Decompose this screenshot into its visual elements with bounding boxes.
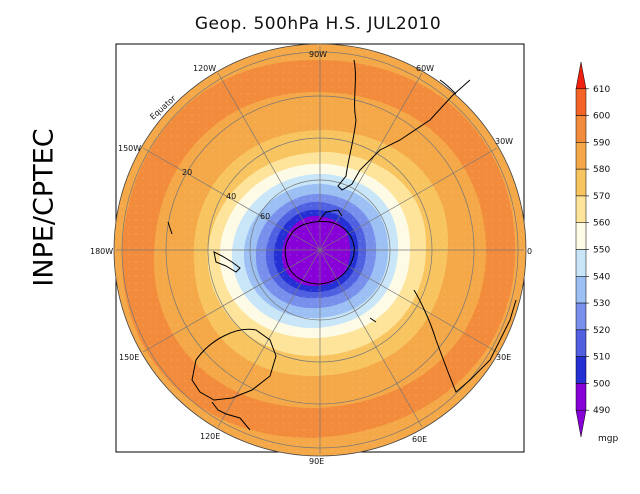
label-120e: 120E xyxy=(200,432,220,441)
coastline-australia xyxy=(191,328,277,401)
coastline-south-america-north xyxy=(439,79,457,95)
colorbar-label: 510 xyxy=(593,353,610,363)
colorbar-swatch xyxy=(575,302,587,331)
colorbar-swatch xyxy=(575,195,587,223)
colorbar-swatch xyxy=(575,168,587,197)
colorbar-swatch xyxy=(575,88,587,116)
coastlines xyxy=(167,59,517,431)
coastline-pacific-islands xyxy=(167,221,173,235)
colorbar-swatch xyxy=(575,115,587,143)
meridian-lines xyxy=(116,46,524,454)
meridian-60e xyxy=(319,249,423,428)
meridian-120e xyxy=(217,249,321,428)
coastline-antarctic-peninsula xyxy=(317,209,343,223)
label-lat-40: 40 xyxy=(226,192,236,201)
label-150e: 150E xyxy=(119,353,139,362)
colorbar-swatch xyxy=(575,276,587,304)
meridian-150e xyxy=(142,249,321,353)
colorbar-label: 560 xyxy=(593,219,610,229)
coastline-africa xyxy=(413,289,517,393)
colorbar-label: 540 xyxy=(593,272,610,282)
label-60e: 60E xyxy=(412,435,427,444)
map-title: Geop. 500hPa H.S. JUL2010 xyxy=(194,14,442,34)
colorbar-label: 500 xyxy=(593,379,610,389)
colorbar-label: 520 xyxy=(593,326,610,336)
colorbar-label: 490 xyxy=(593,406,610,416)
label-60w: 60W xyxy=(416,64,434,73)
colorbar-swatch xyxy=(575,329,587,357)
label-30w: 30W xyxy=(495,137,513,146)
colorbar-swatch xyxy=(575,249,587,277)
meridian-30w xyxy=(319,147,498,251)
colorbar-label: 550 xyxy=(593,246,610,256)
label-30e: 30E xyxy=(496,353,511,362)
colorbar-label: 570 xyxy=(593,192,610,202)
colorbar-label: 600 xyxy=(593,112,610,122)
label-150w: 150W xyxy=(118,144,141,153)
colorbar: 610 600 590 580 570 560 550 540 530 520 510 500 490 xyxy=(575,61,610,438)
colorbar-unit: mgp xyxy=(598,434,618,444)
map-boundary xyxy=(113,43,527,457)
label-0: 0 xyxy=(527,247,532,256)
longitude-labels: 90W 60W 30W 0 30E 60E 90E 120E 150E 180W… xyxy=(90,50,532,466)
colorbar-label: 590 xyxy=(593,138,610,148)
coastline-south-america xyxy=(337,59,471,191)
meridian-120w xyxy=(217,72,321,251)
label-180w: 180W xyxy=(90,247,113,256)
label-lat-20: 20 xyxy=(182,168,192,177)
label-120w: 120W xyxy=(193,64,216,73)
colorbar-swatch xyxy=(575,142,587,170)
colorbar-bottom-arrow xyxy=(575,409,587,438)
colorbar-label: 610 xyxy=(593,85,610,95)
meridian-150w xyxy=(142,147,321,251)
label-90w: 90W xyxy=(309,50,327,59)
coastline-indonesia xyxy=(211,401,251,431)
colorbar-label: 580 xyxy=(593,165,610,175)
colorbar-top-arrow xyxy=(575,61,587,90)
coastline-antarctica xyxy=(284,221,355,285)
coastline-new-zealand xyxy=(213,251,241,273)
coastline-kerguelen xyxy=(369,317,377,323)
colorbar-label: 530 xyxy=(593,299,610,309)
meridian-60w xyxy=(319,72,423,251)
colorbar-swatch xyxy=(575,222,587,250)
colorbar-swatch xyxy=(575,356,587,384)
colorbar-swatch xyxy=(575,383,587,411)
label-lat-60: 60 xyxy=(260,212,270,221)
label-90e: 90E xyxy=(309,457,324,466)
